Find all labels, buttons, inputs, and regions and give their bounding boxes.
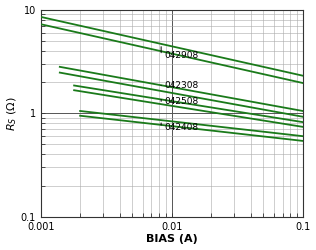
X-axis label: BIAS (A): BIAS (A): [146, 234, 198, 244]
Text: 042408: 042408: [164, 124, 198, 132]
Y-axis label: $R_S\ (\Omega)$: $R_S\ (\Omega)$: [6, 96, 19, 130]
Text: 042508: 042508: [164, 97, 198, 106]
Text: 042908: 042908: [164, 51, 198, 60]
Text: 042308: 042308: [164, 81, 198, 90]
